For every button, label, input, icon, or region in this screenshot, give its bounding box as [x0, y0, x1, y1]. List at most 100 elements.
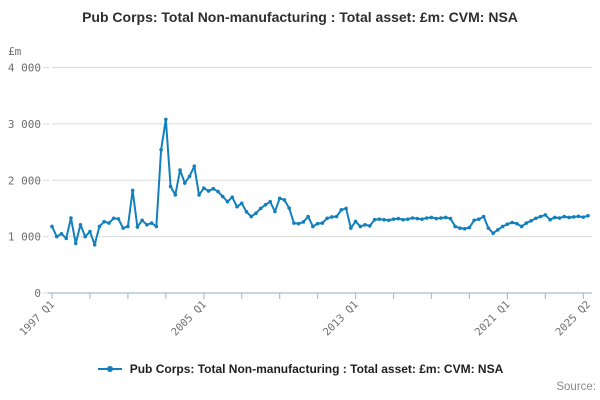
data-point-marker	[220, 194, 225, 199]
data-point-marker	[92, 243, 97, 247]
data-point-marker	[258, 206, 263, 211]
data-point-marker	[344, 206, 348, 211]
data-point-marker	[83, 234, 87, 239]
data-point-marker	[173, 193, 178, 197]
data-point-marker	[69, 216, 73, 220]
data-point-marker	[386, 218, 391, 223]
data-point-marker	[201, 186, 206, 190]
data-point-marker	[197, 193, 201, 197]
data-point-marker	[249, 214, 254, 219]
data-point-marker	[149, 221, 154, 225]
data-point-marker	[353, 219, 358, 224]
data-point-marker	[282, 198, 287, 202]
data-point-marker	[382, 217, 386, 222]
data-point-marker	[54, 234, 59, 239]
x-tick-label: 1997 Q1	[17, 299, 57, 339]
data-point-marker	[130, 188, 135, 193]
chart-title: Pub Corps: Total Non-manufacturing : Tot…	[82, 9, 518, 25]
data-point-marker	[273, 209, 277, 214]
data-point-marker	[363, 222, 367, 227]
x-tick-label: 2025 Q2	[553, 299, 593, 339]
data-point-marker	[254, 211, 258, 216]
x-tick-label: 2021 Q1	[473, 299, 513, 339]
data-point-marker	[330, 215, 334, 219]
data-point-marker	[529, 219, 533, 223]
data-point-marker	[78, 222, 83, 227]
data-point-marker	[557, 216, 562, 220]
data-point-marker	[268, 199, 272, 204]
y-tick-label: 0	[34, 287, 41, 300]
data-point-marker	[121, 226, 125, 230]
data-point-marker	[164, 117, 168, 122]
data-point-marker	[301, 220, 306, 224]
data-point-marker	[481, 214, 486, 219]
data-point-marker	[211, 186, 216, 191]
data-point-marker	[439, 216, 443, 220]
x-tick-label: 2005 Q1	[169, 299, 209, 339]
data-point-marker	[277, 196, 282, 201]
y-tick-label: 1 000	[8, 231, 41, 244]
data-point-marker	[183, 181, 187, 185]
data-point-marker	[477, 217, 481, 221]
data-point-marker	[107, 221, 111, 225]
data-point-marker	[306, 214, 310, 219]
data-point-marker	[505, 222, 510, 227]
data-point-marker	[296, 221, 301, 226]
data-point-marker	[443, 215, 448, 220]
data-point-marker	[458, 226, 462, 230]
data-point-marker	[111, 216, 116, 221]
data-point-marker	[472, 218, 476, 223]
data-point-marker	[73, 241, 78, 246]
data-point-marker	[581, 215, 586, 219]
data-point-marker	[88, 229, 92, 234]
data-point-marker	[410, 216, 415, 220]
data-point-marker	[405, 217, 410, 221]
data-point-marker	[287, 206, 291, 210]
data-point-marker	[396, 216, 401, 221]
data-point-marker	[424, 216, 429, 220]
data-point-marker	[311, 224, 315, 229]
data-point-marker	[235, 204, 239, 209]
x-tick-label: 2013 Q1	[321, 299, 361, 339]
data-point-marker	[534, 216, 538, 221]
data-point-marker	[358, 224, 363, 229]
data-point-marker	[225, 199, 230, 204]
data-point-marker	[216, 189, 220, 194]
data-point-marker	[116, 217, 121, 221]
y-tick-label: 2 000	[8, 174, 41, 187]
data-point-marker	[145, 222, 149, 227]
data-point-marker	[140, 218, 144, 223]
data-point-marker	[429, 215, 434, 220]
data-point-marker	[315, 221, 320, 226]
data-point-marker	[126, 224, 130, 229]
data-point-marker	[135, 225, 140, 229]
data-point-marker	[187, 174, 192, 179]
data-point-marker	[159, 148, 163, 152]
data-point-marker	[467, 225, 472, 230]
data-point-marker	[372, 217, 377, 222]
data-point-marker	[524, 221, 529, 225]
data-point-marker	[206, 189, 211, 193]
source-label: Source:	[556, 381, 596, 393]
data-point-marker	[401, 217, 405, 222]
data-point-marker	[334, 214, 339, 219]
data-point-marker	[154, 224, 159, 229]
data-point-marker	[576, 214, 581, 219]
data-point-marker	[168, 184, 173, 189]
legend-series-label: Pub Corps: Total Non-manufacturing : Tot…	[129, 362, 504, 376]
data-point-marker	[192, 164, 197, 168]
y-axis-unit-label: £m	[8, 45, 22, 58]
data-point-marker	[462, 226, 467, 231]
data-point-marker	[178, 168, 182, 172]
data-point-marker	[567, 215, 571, 220]
data-point-marker	[491, 231, 495, 236]
data-point-marker	[50, 224, 54, 229]
data-point-marker	[230, 195, 235, 199]
data-point-marker	[420, 217, 424, 221]
data-point-marker	[562, 214, 567, 219]
data-point-marker	[325, 216, 329, 221]
data-point-marker	[292, 221, 296, 225]
data-point-marker	[349, 226, 353, 230]
data-point-marker	[543, 213, 548, 217]
